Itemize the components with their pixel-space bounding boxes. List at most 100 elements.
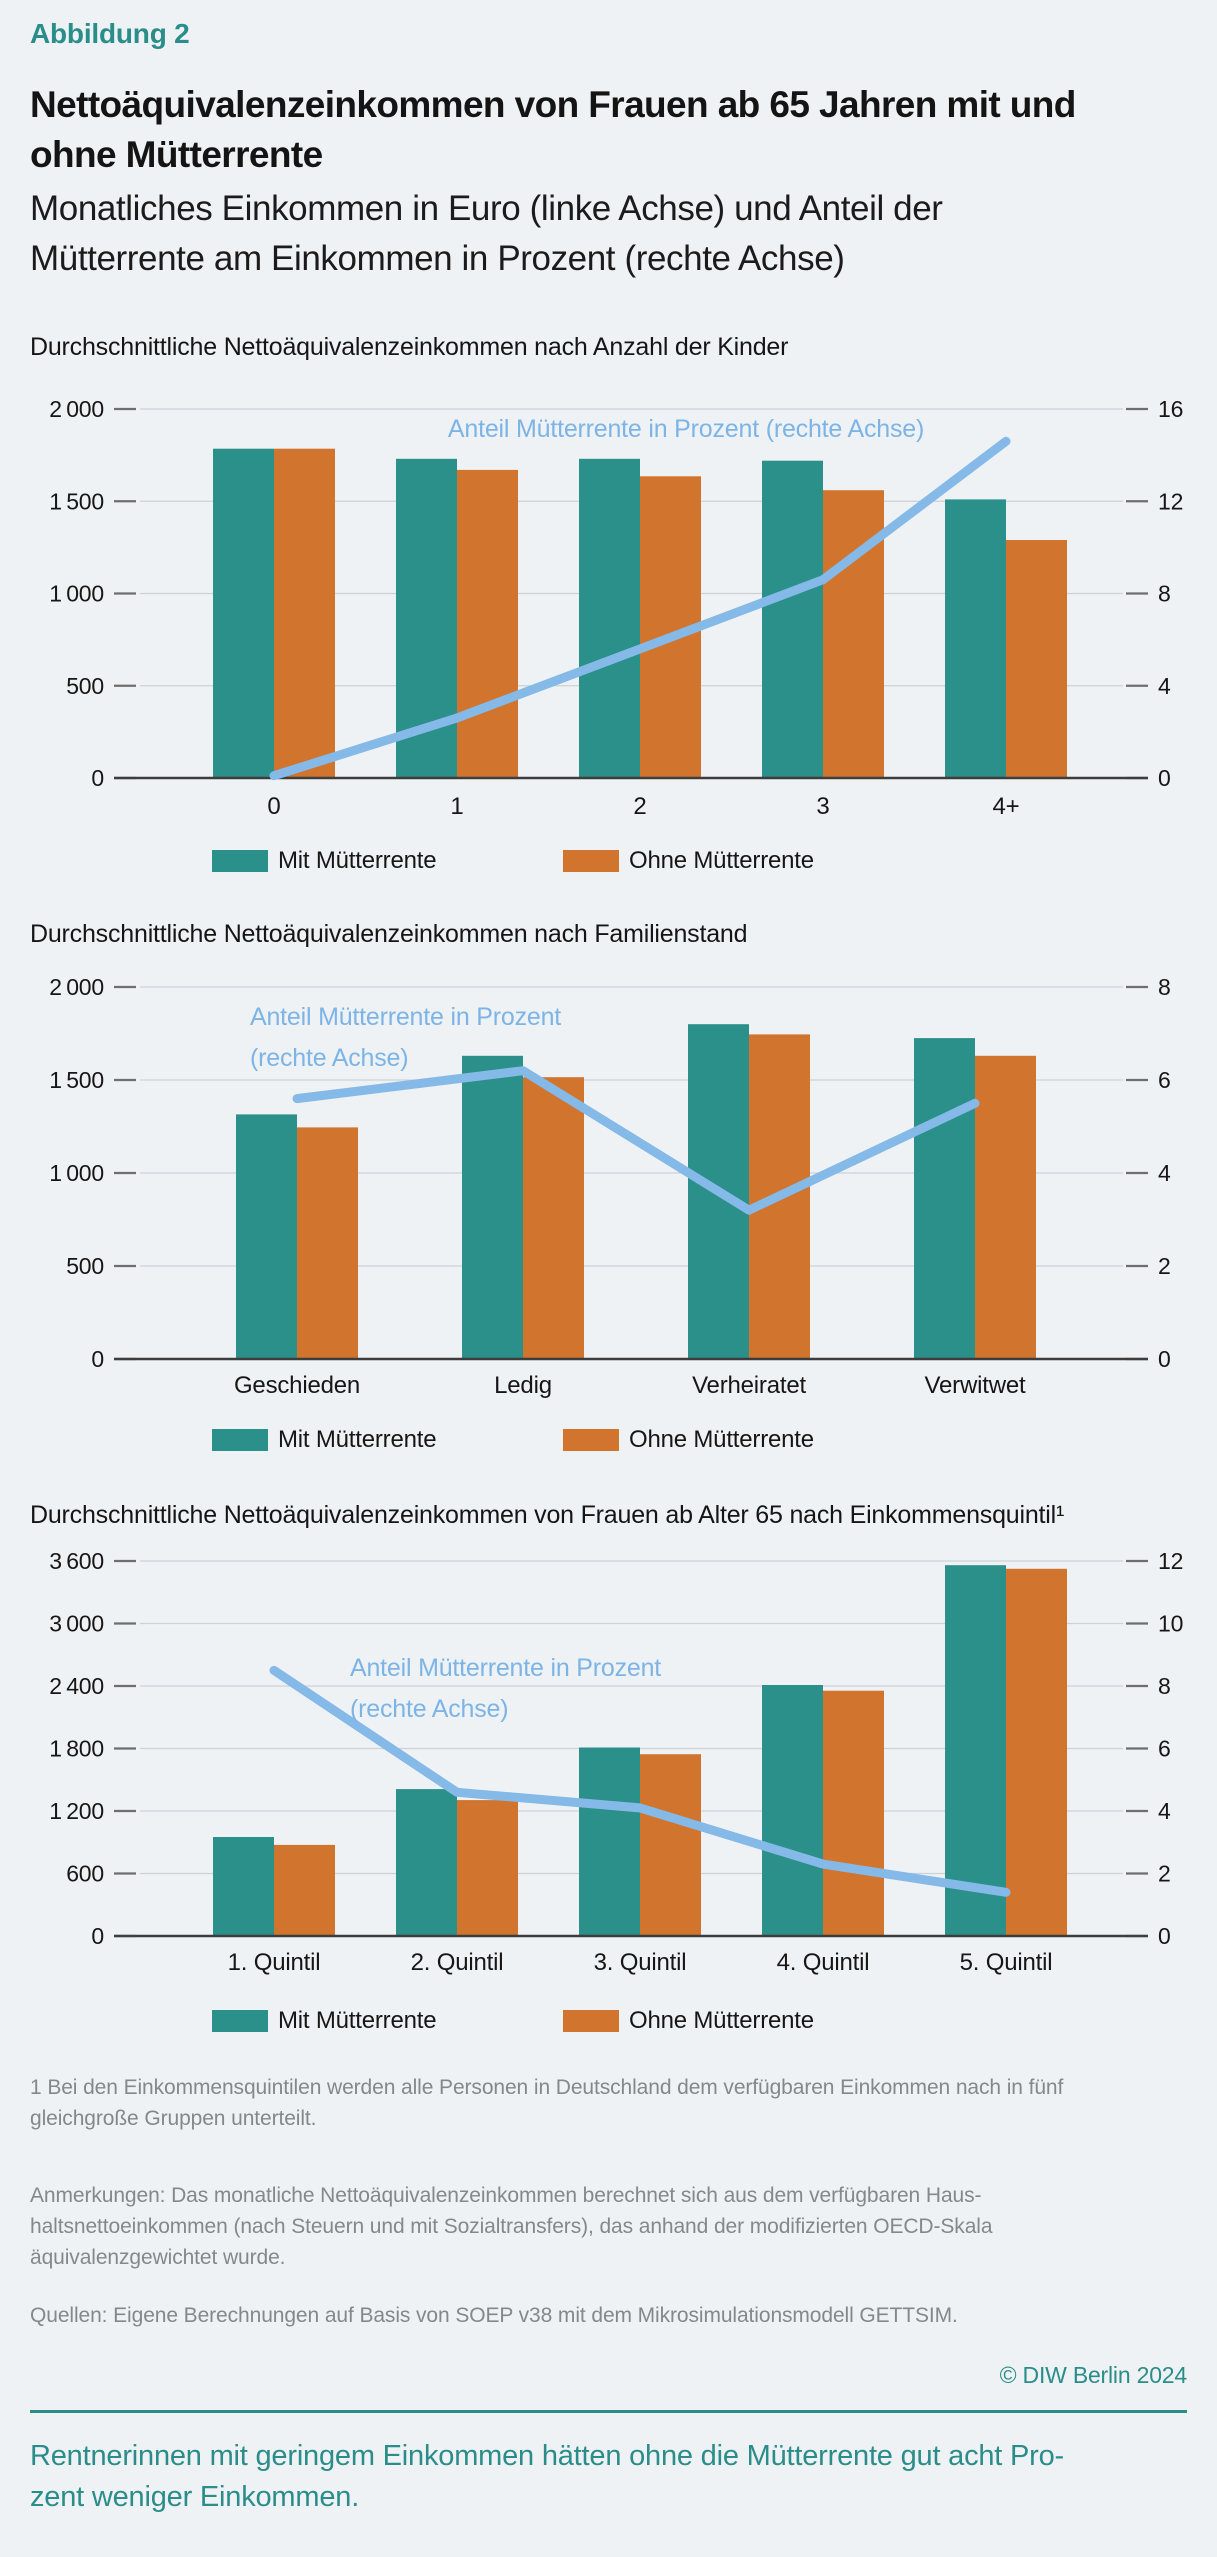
copyright-notice: © DIW Berlin 2024 [999,2362,1188,2388]
bar-mit-muetterrente-0 [213,448,274,778]
category-label-3: 4. Quintil [777,1949,870,1976]
footnote-quintile-line-2: gleichgroße Gruppen unterteilt. [30,2107,317,2130]
anmerkungen-line-1: Anmerkungen: Das monatliche Nettoäquival… [30,2184,982,2207]
bar-ohne-muetterrente-2 [640,1754,701,1936]
right-axis-label: 8 [1158,974,1171,1000]
chart2-legend: Mit Mütterrente Ohne Mütterrente [0,1426,1217,1454]
left-axis-label: 600 [66,1861,104,1887]
chart1-section-title: Durchschnittliche Nettoäquivalenzeinkomm… [30,333,789,361]
category-label-4: 4+ [993,793,1020,820]
chart3-legend-item-ohne: Ohne Mütterrente [563,2007,814,2034]
anmerkungen-line-3: äquivalenzgewichtet wurde. [30,2246,286,2269]
chart1-legend-label-ohne: Ohne Mütterrente [629,847,814,874]
right-axis-label: 16 [1158,396,1183,422]
left-axis-label: 1 000 [49,581,104,607]
left-axis-label: 0 [91,765,104,791]
chart1-legend-label-mit: Mit Mütterrente [278,847,437,874]
left-axis-label: 1 200 [49,1798,104,1824]
right-axis-label: 2 [1158,1861,1171,1887]
category-label-0: Geschieden [234,1372,360,1399]
left-axis-label: 1 000 [49,1160,104,1186]
legend-swatch-mit-icon [212,850,268,872]
category-label-0: 1. Quintil [228,1949,321,1976]
category-label-3: 3 [816,793,829,820]
bar-mit-muetterrente-4 [945,1565,1006,1936]
bar-ohne-muetterrente-1 [457,469,518,778]
left-axis-label: 2 000 [49,974,104,1000]
right-axis-label: 4 [1158,673,1171,699]
bar-ohne-muetterrente-3 [823,490,884,778]
chart2-legend-item-mit: Mit Mütterrente [212,1426,437,1453]
right-axis-label: 0 [1158,1346,1171,1372]
chart3-legend-label-mit: Mit Mütterrente [278,2007,437,2034]
bar-ohne-muetterrente-3 [823,1690,884,1936]
anmerkungen-line-2: haltsnettoeinkommen (nach Steuern und mi… [30,2215,993,2238]
right-axis-label: 12 [1158,1548,1183,1574]
bar-ohne-muetterrente-0 [274,448,335,778]
line-annotation: (rechte Achse) [350,1695,508,1723]
right-axis-label: 2 [1158,1253,1171,1279]
legend-swatch-mit-icon [212,1429,268,1451]
bar-ohne-muetterrente-1 [523,1077,584,1359]
left-axis-label: 500 [66,673,104,699]
right-axis-label: 12 [1158,488,1183,514]
category-label-2: 2 [633,793,646,820]
key-statement-line-2: zent weniger Einkommen. [30,2481,360,2513]
bar-ohne-muetterrente-0 [274,1844,335,1936]
figure-subtitle: Monatliches Einkommen in Euro (linke Ach… [30,184,1190,284]
line-annotation: Anteil Mütterrente in Prozent [250,1003,561,1031]
left-axis-label: 3 000 [49,1611,104,1637]
chart3-section-title: Durchschnittliche Nettoäquivalenzeinkomm… [30,1501,1065,1529]
chart3-legend-item-mit: Mit Mütterrente [212,2007,437,2034]
bar-mit-muetterrente-2 [579,1747,640,1936]
category-label-4: 5. Quintil [960,1949,1053,1976]
chart1-legend-item-ohne: Ohne Mütterrente [563,847,814,874]
chart3-legend-label-ohne: Ohne Mütterrente [629,2007,814,2034]
line-annotation: (rechte Achse) [250,1044,408,1072]
chart2-legend-label-ohne: Ohne Mütterrente [629,1426,814,1453]
left-axis-label: 0 [91,1346,104,1372]
key-statement-line-1: Rentnerinnen mit geringem Einkommen hätt… [30,2440,1065,2472]
anmerkungen-note: Anmerkungen: Das monatliche Nettoäquival… [30,2180,1190,2273]
left-axis-label: 2 400 [49,1673,104,1699]
category-label-2: Verheiratet [692,1372,806,1399]
bar-ohne-muetterrente-4 [1006,540,1067,778]
bar-mit-muetterrente-2 [579,458,640,778]
muetterrente-share-line [269,1665,1011,1897]
chart2-familienstand-plot: 2 000 8 1 500 6 1 000 4 500 2 0 0 Anteil Mütterren… [49,974,1171,1399]
right-axis-label: 4 [1158,1160,1171,1186]
footnote-quintile: 1 Bei den Einkommensquintilen werden all… [30,2072,1190,2134]
left-axis-label: 3 600 [49,1548,104,1574]
bar-ohne-muetterrente-3 [975,1055,1036,1359]
legend-swatch-mit-icon [212,2010,268,2032]
left-axis-label: 2 000 [49,396,104,422]
line-annotation: Anteil Mütterrente in Prozent [350,1654,661,1682]
muetterrente-share-line [269,436,1011,781]
figure-kicker: Abbildung 2 [30,18,190,49]
right-axis-label: 0 [1158,765,1171,791]
right-axis-label: 4 [1158,1798,1171,1824]
left-axis-label: 0 [91,1923,104,1949]
category-label-1: 2. Quintil [411,1949,504,1976]
left-axis-label: 1 500 [49,488,104,514]
legend-swatch-ohne-icon [563,850,619,872]
category-label-3: Verwitwet [925,1372,1026,1399]
figure-subtitle-line-1: Monatliches Einkommen in Euro (linke Ach… [30,189,943,228]
right-axis-label: 6 [1158,1736,1171,1762]
bar-mit-muetterrente-1 [462,1055,523,1359]
chart3-legend: Mit Mütterrente Ohne Mütterrente [0,2007,1217,2035]
bar-mit-muetterrente-0 [213,1837,274,1936]
left-axis-label: 1 800 [49,1736,104,1762]
right-axis-label: 8 [1158,581,1171,607]
left-axis-label: 500 [66,1253,104,1279]
bar-mit-muetterrente-4 [945,499,1006,778]
bar-mit-muetterrente-3 [762,460,823,778]
quellen-note: Quellen: Eigene Berechnungen auf Basis v… [30,2304,958,2327]
chart1-legend-item-mit: Mit Mütterrente [212,847,437,874]
chart2-section-title: Durchschnittliche Nettoäquivalenzeinkomm… [30,920,748,948]
bar-ohne-muetterrente-1 [457,1800,518,1936]
chart3-quintile-plot: 3 600 12 3 000 10 2 400 8 1 800 6 1 200 4 600 2 0 0 An… [49,1548,1183,1976]
figure-title-line-1: Nettoäquivalenzeinkommen von Frauen ab 6… [30,84,1076,125]
category-label-1: Ledig [494,1372,552,1399]
